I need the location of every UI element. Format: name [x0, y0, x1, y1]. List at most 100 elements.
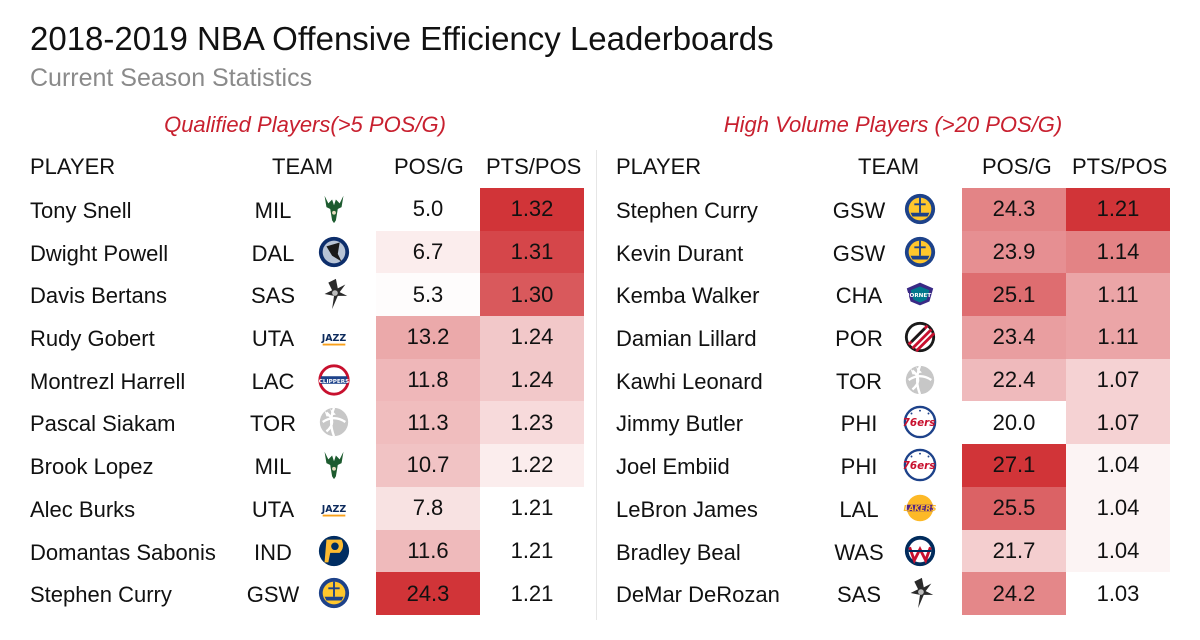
player-name: Domantas Sabonis	[30, 539, 216, 565]
pos-g-cell: 13.2	[376, 316, 480, 359]
pos-g-cell: 24.2	[962, 572, 1066, 615]
svg-text:76ers: 76ers	[903, 460, 935, 472]
76ers-logo: 76ers	[902, 404, 938, 440]
player-name: Damian Lillard	[616, 326, 757, 352]
table-row: Brook Lopez MIL 10.7 1.22	[20, 444, 590, 487]
table-row: Kawhi Leonard TOR 22.4 1.07	[606, 358, 1180, 402]
pts-pos-cell: 1.22	[480, 444, 584, 487]
pts-pos-cell: 1.04	[1066, 486, 1170, 530]
team-abbr: IND	[254, 539, 292, 565]
pos-g-cell: 24.3	[962, 188, 1066, 231]
team-abbr: GSW	[246, 582, 300, 608]
table-row: Alec Burks UTA JAZZ 7.8 1.21	[20, 486, 590, 530]
player-name: Kevin Durant	[616, 240, 744, 266]
pos-g-cell: 7.8	[376, 486, 480, 530]
team-abbr: GSW	[832, 240, 886, 266]
panel-divider	[596, 150, 597, 620]
team-abbr: TOR	[249, 411, 297, 437]
player-name: Joel Embiid	[616, 454, 730, 480]
wizards-logo	[902, 533, 938, 569]
team-abbr: CHA	[835, 283, 883, 309]
player-name: Brook Lopez	[30, 454, 154, 480]
team-abbr: GSW	[832, 198, 886, 223]
spurs-logo	[316, 276, 352, 312]
table-row: Tony Snell MIL 5.0 1.32	[20, 188, 590, 231]
table-title: High Volume Players (>20 POS/G)	[723, 112, 1063, 137]
player-name: DeMar DeRozan	[616, 582, 780, 608]
team-abbr: UTA	[251, 496, 295, 522]
raptors-logo	[902, 362, 938, 398]
table-row: Pascal Siakam TOR 11.3 1.23	[20, 401, 590, 445]
team-abbr: POR	[835, 326, 883, 352]
bucks-logo	[316, 447, 352, 483]
jazz-logo: JAZZ	[316, 490, 352, 526]
team-abbr: PHI	[840, 454, 878, 480]
table-title: Qualified Players(>5 POS/G)	[164, 112, 446, 137]
player-name: Stephen Curry	[616, 198, 758, 223]
table-body: Stephen Curry GSW 24.3 1.21 Kevin Durant GSW 2…	[606, 188, 1180, 615]
pos-g-cell: 22.4	[962, 358, 1066, 402]
pts-pos-cell: 1.04	[1066, 444, 1170, 487]
spurs-logo	[902, 575, 938, 611]
svg-text:HORNETS: HORNETS	[905, 293, 935, 299]
svg-text:LAKERS: LAKERS	[904, 504, 937, 513]
player-name: Pascal Siakam	[30, 411, 176, 437]
table-body: Tony Snell MIL 5.0 1.32 Dwight Powell DAL 6.7 1…	[20, 188, 590, 615]
blazers-logo	[902, 319, 938, 355]
header-team: TEAM	[272, 154, 334, 179]
76ers-logo: 76ers	[902, 447, 938, 483]
table-row: Stephen Curry GSW 24.3 1.21	[606, 188, 1180, 231]
table-header: PLAYER TEAM POS/G PTS/POS	[606, 142, 1180, 188]
bucks-logo	[316, 191, 352, 227]
header-pts-pos: PTS/POS	[1072, 154, 1168, 179]
team-abbr: WAS	[834, 539, 884, 565]
pts-pos-cell: 1.21	[480, 486, 584, 530]
jazz-logo: JAZZ	[316, 319, 352, 355]
pts-pos-cell: 1.11	[1066, 273, 1170, 317]
pts-pos-cell: 1.21	[480, 572, 584, 615]
pos-g-cell: 10.7	[376, 444, 480, 487]
table-row: Joel Embiid PHI 76ers 27.1 1.04	[606, 444, 1180, 487]
table-row: Montrezl Harrell LAC CLIPPERS 11.8 1.24	[20, 358, 590, 402]
table-row: Jimmy Butler PHI 76ers 20.0 1.07	[606, 401, 1180, 445]
player-name: Kemba Walker	[616, 283, 760, 309]
raptors-logo	[316, 404, 352, 440]
pts-pos-cell: 1.24	[480, 316, 584, 359]
lakers-logo: LAKERS	[902, 490, 938, 526]
pts-pos-cell: 1.03	[1066, 572, 1170, 615]
table-row: Davis Bertans SAS 5.3 1.30	[20, 273, 590, 317]
svg-text:JAZZ: JAZZ	[321, 504, 347, 515]
team-abbr: SAS	[250, 283, 296, 309]
clippers-logo: CLIPPERS	[316, 362, 352, 398]
player-name: Dwight Powell	[30, 240, 169, 266]
header-player: PLAYER	[30, 154, 116, 179]
table-row: Damian Lillard POR 23.4 1.11	[606, 316, 1180, 359]
pos-g-cell: 25.1	[962, 273, 1066, 317]
pos-g-cell: 23.4	[962, 316, 1066, 359]
pos-g-cell: 23.9	[962, 230, 1066, 274]
pos-g-cell: 11.3	[376, 401, 480, 445]
player-name: Tony Snell	[30, 198, 132, 223]
pos-g-cell: 25.5	[962, 486, 1066, 530]
team-abbr: TOR	[835, 368, 883, 394]
header-pos-g: POS/G	[394, 154, 464, 179]
warriors-logo	[902, 191, 938, 227]
team-abbr: DAL	[251, 240, 295, 266]
team-abbr: LAC	[251, 368, 295, 394]
header-pos-g: POS/G	[982, 154, 1052, 179]
pts-pos-cell: 1.21	[1066, 188, 1170, 231]
pts-pos-cell: 1.30	[480, 273, 584, 317]
pts-pos-cell: 1.11	[1066, 316, 1170, 359]
hornets-logo: HORNETS	[902, 276, 938, 312]
team-abbr: LAL	[839, 496, 879, 522]
warriors-logo	[902, 234, 938, 270]
mavericks-logo	[316, 234, 352, 270]
team-abbr: SAS	[836, 582, 882, 608]
player-name: Stephen Curry	[30, 582, 172, 608]
qualified-players-table: Qualified Players(>5 POS/G) PLAYER TEAM …	[20, 108, 590, 615]
table-header: PLAYER TEAM POS/G PTS/POS	[20, 142, 590, 188]
pts-pos-cell: 1.24	[480, 358, 584, 402]
chart-title: 2018-2019 NBA Offensive Efficiency Leade…	[30, 20, 774, 57]
team-abbr: PHI	[840, 411, 878, 437]
pts-pos-cell: 1.14	[1066, 230, 1170, 274]
